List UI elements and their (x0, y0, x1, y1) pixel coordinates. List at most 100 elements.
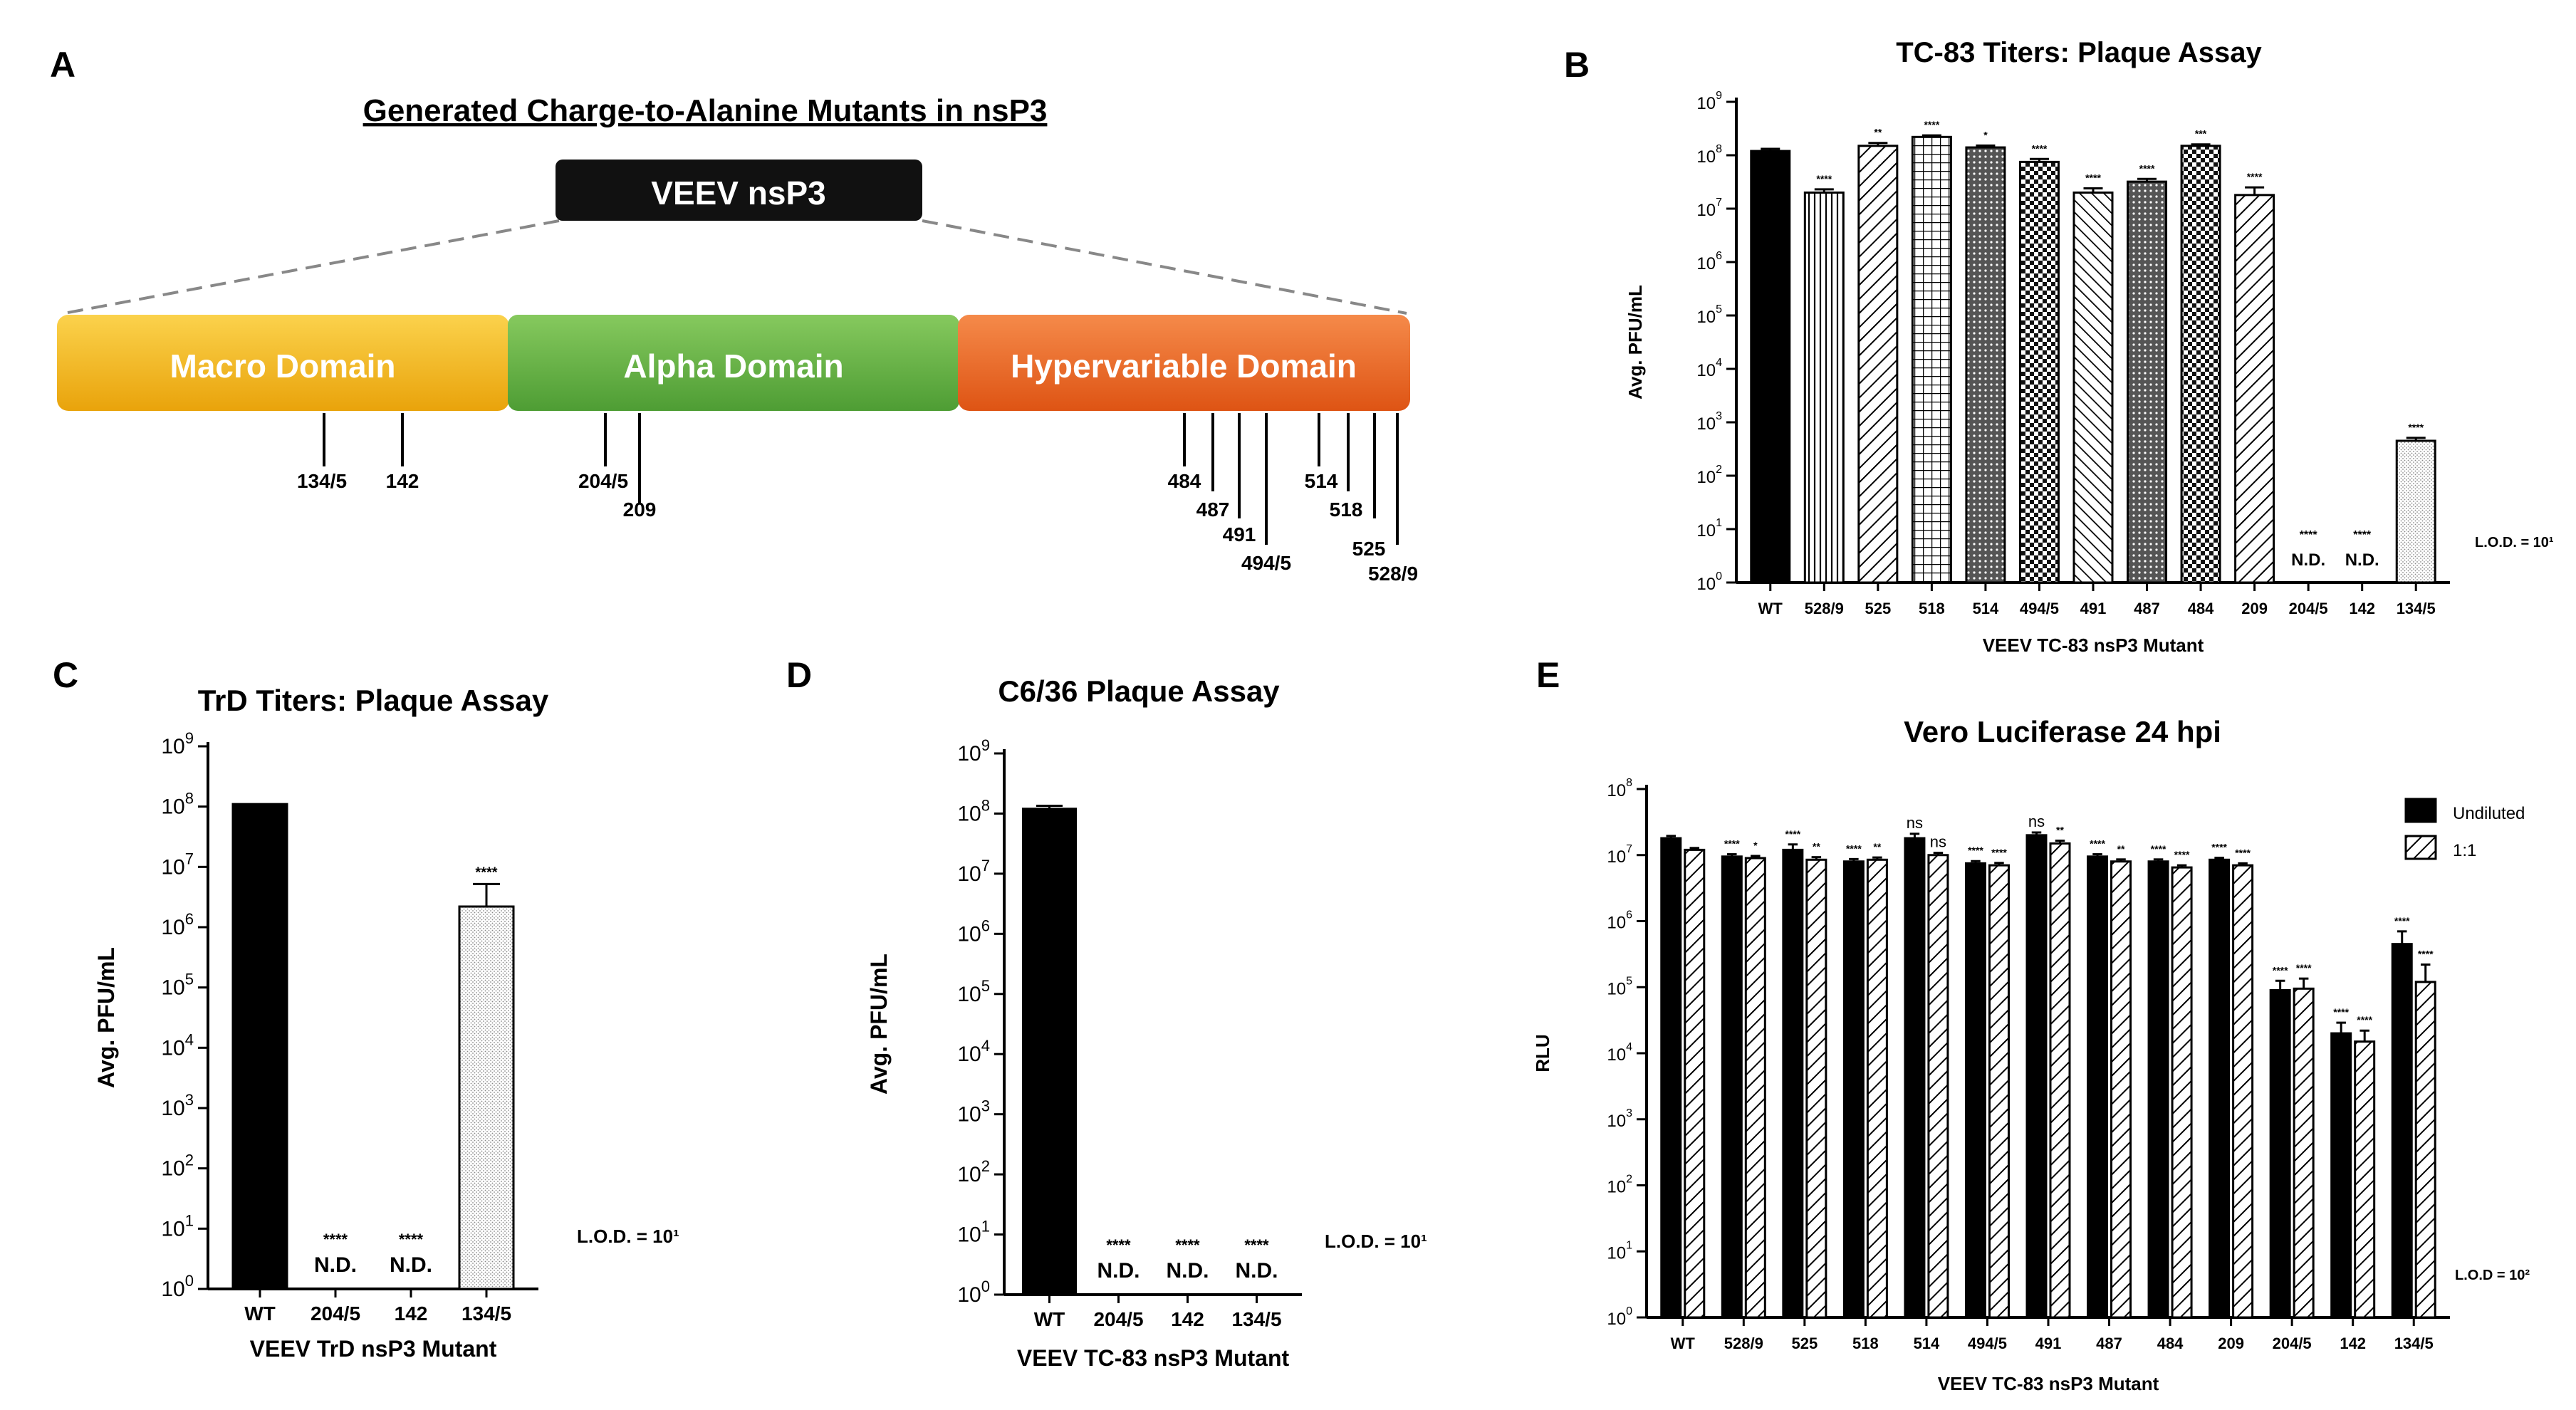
protein-box (556, 160, 922, 221)
chart-D-xtick-label-204-5: 204/5 (1093, 1308, 1143, 1330)
chart-B-ylabel: Avg. PFU/mL (1625, 285, 1646, 400)
sig-chart-E-1-1-487: ** (2117, 843, 2125, 855)
chart-B-ytick-label-8: 108 (1696, 143, 1722, 167)
chart-E-xtick-label-518: 518 (1852, 1335, 1879, 1352)
sig-chart-D-134-5: **** (1244, 1236, 1269, 1254)
sig-chart-D-204-5: **** (1106, 1236, 1131, 1254)
chart-E-xtick-label-209: 209 (2218, 1335, 2244, 1352)
sig-chart-B-142: **** (2353, 529, 2372, 541)
panel-label-a: A (50, 45, 75, 85)
alpha-domain-label: Alpha Domain (623, 348, 843, 385)
chart-E-xtick-label-525: 525 (1791, 1335, 1818, 1352)
chart-B-xtick-label-wt: WT (1758, 600, 1783, 617)
site-label-484: 484 (1168, 470, 1201, 492)
chart-B-xtick-label-491: 491 (2080, 600, 2107, 617)
chart-D-ytick-label-0: 100 (957, 1278, 990, 1307)
sig-chart-E-1-1-134-5: **** (2418, 948, 2434, 959)
sig-chart-E-undiluted-514: ns (1907, 814, 1923, 832)
bar-chart-E-1-1-wt (1684, 848, 1706, 1319)
chart-D-ytick-label-7: 107 (957, 857, 990, 886)
chart-E-ytick-label-5: 105 (1607, 975, 1632, 998)
chart-B-ytick-label-2: 102 (1696, 464, 1722, 487)
chart-E-xtick-label-142: 142 (2340, 1335, 2366, 1352)
chart-D-xtick-label-134-5: 134/5 (1231, 1308, 1281, 1330)
sig-chart-E-undiluted-494-5: **** (1968, 845, 1983, 856)
bar-chart-B-487 (2127, 180, 2168, 584)
sig-chart-E-undiluted-528-9: **** (1724, 838, 1740, 850)
sig-chart-B-518: **** (1924, 119, 1939, 130)
bar-chart-E-undiluted-514 (1904, 837, 1926, 1319)
chart-C-ytick-label-3: 103 (161, 1091, 194, 1120)
chart-D-ytick-label-5: 105 (957, 977, 990, 1006)
bar-chart-E-undiluted-484 (2147, 860, 2169, 1319)
chart-C-lod: L.O.D. = 10¹ (577, 1226, 679, 1247)
bar-chart-E-undiluted-487 (2087, 855, 2109, 1319)
panel-a: Generated Charge-to-Alanine Mutants in n… (57, 93, 1418, 585)
chart-E-xtick-label-484: 484 (2157, 1335, 2184, 1352)
nd-label-chart-D-134-5: N.D. (1236, 1259, 1278, 1283)
bar-chart-E-1-1-142 (2354, 1040, 2376, 1319)
nd-label-chart-B-204-5: N.D. (2291, 550, 2325, 570)
sig-chart-E-1-1-491: ** (2056, 825, 2064, 836)
chart-D-ytick-label-1: 101 (957, 1218, 990, 1247)
chart-E-ytick-label-1: 101 (1607, 1239, 1632, 1263)
chart-E-ytick-label-2: 102 (1607, 1174, 1632, 1197)
chart-E-ytick-label-8: 108 (1607, 777, 1632, 800)
bar-chart-B-wt (1750, 150, 1791, 584)
bar-chart-E-1-1-494-5 (1988, 864, 2010, 1319)
sig-chart-B-528-9: **** (1816, 173, 1832, 184)
bar-chart-B-134-5 (2395, 439, 2436, 584)
chart-B-ytick-label-3: 103 (1696, 410, 1722, 434)
nd-label-chart-D-204-5: N.D. (1097, 1259, 1140, 1283)
chart-E-ytick-label-7: 107 (1607, 843, 1632, 867)
chart-C-ytick-label-5: 105 (161, 971, 194, 1000)
legend-label-undiluted: Undiluted (2453, 804, 2525, 823)
chart-B-xtick-label-525: 525 (1865, 600, 1891, 617)
zoom-line-right (922, 219, 1407, 315)
zoom-line-left (63, 219, 560, 315)
macro-domain (57, 315, 509, 411)
sig-chart-B-209: **** (2247, 171, 2263, 182)
protein-label: VEEV nsP3 (651, 174, 825, 212)
bar-chart-E-undiluted-525 (1782, 848, 1804, 1319)
sig-chart-B-484: *** (2195, 128, 2207, 140)
site-label-487: 487 (1196, 498, 1230, 521)
sig-chart-E-undiluted-487: **** (2090, 838, 2105, 850)
chart-E-ytick-label-0: 100 (1607, 1305, 1632, 1329)
chart-D-ytick-label-3: 103 (957, 1097, 990, 1127)
chart-D-xlabel: VEEV TC-83 nsP3 Mutant (1017, 1345, 1290, 1371)
site-label-494-5: 494/5 (1241, 552, 1291, 574)
chart-B-title: TC-83 Titers: Plaque Assay (1896, 37, 2262, 68)
chart-B-xtick-label-204-5: 204/5 (2289, 600, 2328, 617)
sig-chart-E-1-1-494-5: **** (1991, 847, 2007, 858)
chart-C-ytick-label-0: 100 (161, 1272, 194, 1301)
sig-chart-D-142: **** (1175, 1236, 1200, 1254)
bar-chart-E-1-1-204-5 (2293, 987, 2315, 1319)
chart-C-xtick-label-wt: WT (244, 1302, 276, 1325)
bar-chart-B-494-5 (2018, 160, 2060, 584)
bar-chart-B-528-9 (1803, 191, 1845, 584)
sig-chart-B-514: * (1983, 129, 1988, 140)
chart-C-ylabel: Avg. PFU/mL (93, 947, 119, 1088)
nd-label-chart-C-204-5: N.D. (314, 1253, 357, 1277)
bar-chart-B-514 (1965, 146, 2006, 584)
bar-chart-E-1-1-528-9 (1744, 857, 1766, 1319)
chart-B-xtick-label-518: 518 (1919, 600, 1945, 617)
sig-chart-E-undiluted-525: **** (1785, 828, 1800, 840)
bar-chart-D-wt (1022, 808, 1077, 1296)
chart-E-xtick-label-491: 491 (2035, 1335, 2062, 1352)
chart-b: TC-83 Titers: Plaque Assay 100 101 102 103 10… (1625, 37, 2554, 656)
chart-D-lod: L.O.D. = 10¹ (1325, 1231, 1427, 1252)
site-label-514: 514 (1305, 470, 1338, 492)
bar-chart-E-1-1-491 (2049, 842, 2071, 1319)
sig-chart-E-undiluted-491: ns (2028, 813, 2045, 830)
chart-C-ytick-label-7: 107 (161, 850, 194, 879)
sig-chart-E-1-1-204-5: **** (2296, 962, 2312, 973)
chart-B-xtick-label-209: 209 (2241, 600, 2268, 617)
sig-chart-B-525: ** (1874, 127, 1882, 138)
site-label-142: 142 (386, 470, 419, 492)
sig-chart-E-undiluted-204-5: **** (2273, 964, 2288, 976)
chart-C-xtick-label-134-5: 134/5 (462, 1302, 511, 1325)
sig-chart-E-1-1-142: **** (2357, 1014, 2372, 1025)
chart-D-ytick-label-2: 102 (957, 1157, 990, 1186)
